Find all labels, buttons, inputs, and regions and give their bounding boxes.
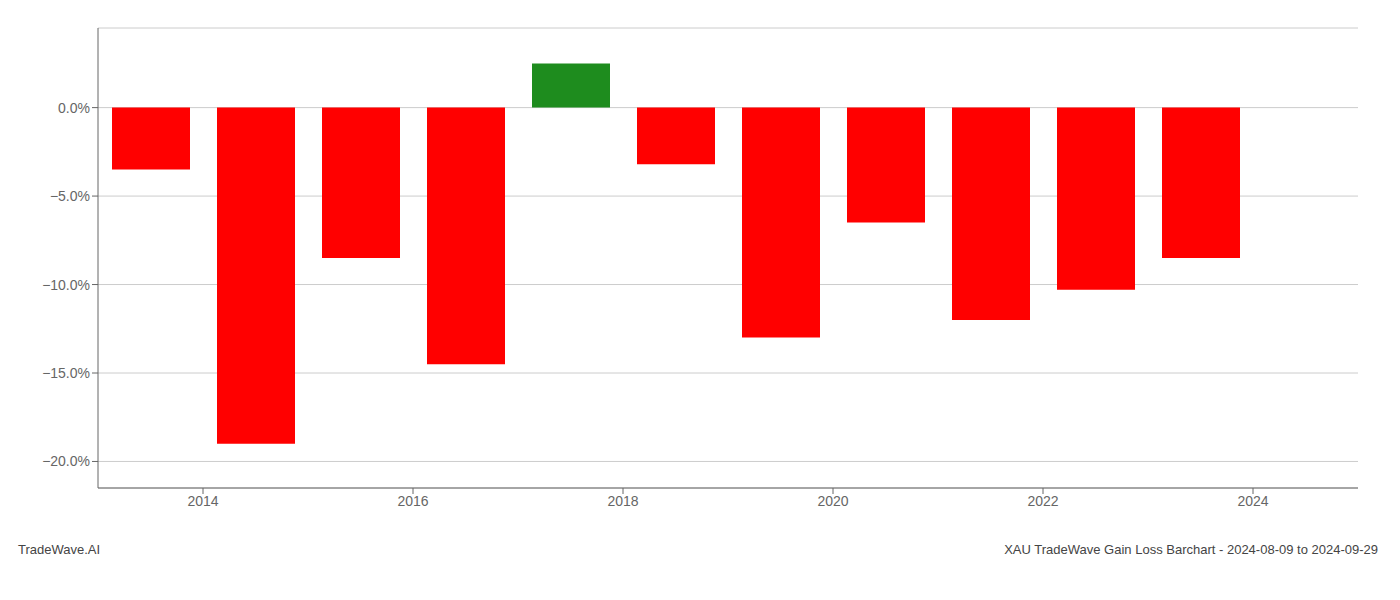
svg-text:2014: 2014 [187,493,218,509]
svg-text:2016: 2016 [397,493,428,509]
svg-text:2020: 2020 [817,493,848,509]
svg-text:0.0%: 0.0% [58,100,90,116]
svg-text:2018: 2018 [607,493,638,509]
svg-text:−10.0%: −10.0% [42,277,90,293]
html-text:TradeWave.AI: TradeWave.AI [18,542,101,557]
html-text:XAU TradeWave Gain Loss Barcha: XAU TradeWave Gain Loss Barchart - 2024-… [1004,542,1378,557]
svg-text:−20.0%: −20.0% [42,453,90,469]
svg-text:−5.0%: −5.0% [50,188,90,204]
svg-text:−15.0%: −15.0% [42,365,90,381]
svg-text:2022: 2022 [1027,493,1058,509]
svg-text:2024: 2024 [1237,493,1268,509]
